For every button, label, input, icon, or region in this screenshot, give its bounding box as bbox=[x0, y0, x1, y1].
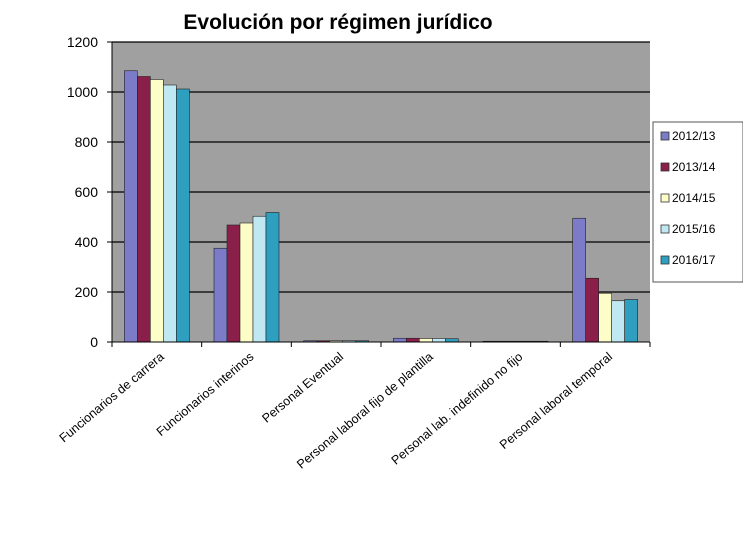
bar-2014-15-cat-5 bbox=[598, 292, 612, 343]
legend-label: 2015/16 bbox=[672, 222, 716, 236]
bar-2014-15-cat-0 bbox=[150, 79, 164, 343]
legend-label: 2013/14 bbox=[672, 160, 716, 174]
y-tick-label: 0 bbox=[90, 334, 98, 350]
legend-label: 2016/17 bbox=[672, 253, 716, 267]
bar-2012-13-cat-3 bbox=[393, 337, 407, 343]
chart-title: Evolución por régimen jurídico bbox=[183, 11, 492, 34]
legend: 2012/13 2013/14 2014/15 2015/16 2016/17 bbox=[652, 121, 743, 283]
y-tick-label: 400 bbox=[75, 234, 99, 250]
legend-swatch-2012-13 bbox=[660, 131, 670, 141]
bar-2016-17-cat-0 bbox=[176, 88, 190, 343]
bar-2014-15-cat-3 bbox=[419, 338, 433, 343]
y-tick-label: 200 bbox=[75, 284, 99, 300]
bar-2013-14-cat-0 bbox=[137, 76, 151, 343]
bar-2012-13-cat-1 bbox=[213, 247, 228, 343]
legend-swatch-2016-17 bbox=[660, 255, 670, 265]
legend-swatch-2013-14 bbox=[660, 162, 670, 172]
legend-swatch-2015-16 bbox=[660, 224, 670, 234]
y-tick-label: 800 bbox=[75, 134, 99, 150]
bar-2012-13-cat-5 bbox=[572, 217, 586, 343]
bar-2016-17-cat-5 bbox=[624, 299, 638, 343]
x-tick-label: Funcionarios interinos bbox=[154, 350, 257, 439]
bar-2013-14-cat-5 bbox=[585, 277, 599, 343]
axes bbox=[107, 41, 651, 347]
legend-label: 2014/15 bbox=[672, 191, 716, 205]
x-tick-label: Funcionarios de carrera bbox=[57, 350, 167, 446]
x-tick-label: Personal Eventual bbox=[259, 350, 346, 426]
legend-swatch-2014-15 bbox=[660, 193, 670, 203]
legend-label: 2012/13 bbox=[672, 129, 716, 143]
bar-2014-15-cat-1 bbox=[239, 222, 254, 343]
y-tick-label: 600 bbox=[75, 184, 99, 200]
y-tick-label: 1000 bbox=[67, 84, 98, 100]
bar-2015-16-cat-3 bbox=[432, 338, 446, 343]
y-tick-label: 1200 bbox=[67, 34, 98, 50]
bar-2012-13-cat-0 bbox=[124, 70, 138, 343]
bar-2015-16-cat-1 bbox=[252, 215, 267, 343]
bar-2013-14-cat-1 bbox=[226, 224, 241, 343]
bar-2013-14-cat-3 bbox=[406, 337, 420, 343]
bar-2015-16-cat-5 bbox=[611, 300, 625, 343]
bars bbox=[124, 70, 638, 343]
bar-2016-17-cat-1 bbox=[265, 212, 280, 343]
bar-2015-16-cat-0 bbox=[163, 84, 177, 343]
gridlines bbox=[112, 41, 650, 293]
y-tick-labels: 0 200 400 600 800 1000 1200 bbox=[67, 34, 98, 350]
